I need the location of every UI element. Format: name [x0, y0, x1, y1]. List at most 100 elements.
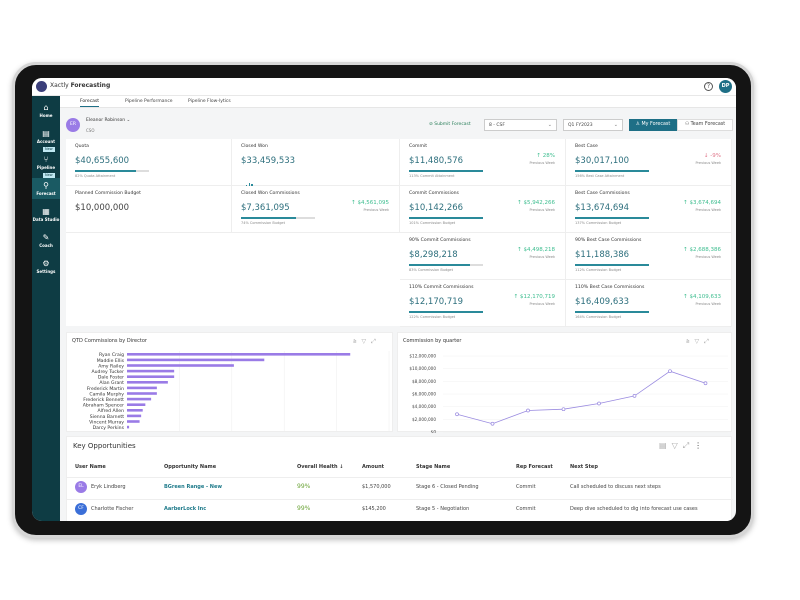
table-toolbar: ▤▽⤢⋮: [659, 441, 707, 451]
cell-stage: Stage 6 - Closed Pending: [416, 484, 479, 490]
y-tick-label: $4,000,000: [412, 404, 436, 409]
user-avatar[interactable]: DP: [719, 80, 732, 93]
metric-value: $30,017,100: [575, 156, 630, 166]
metric-subtext: 112% Commission Budget: [575, 268, 622, 272]
series-line: [456, 370, 706, 425]
data-point[interactable]: [632, 394, 637, 398]
metric-card: 90% Best Case Commissions $11,188,386 112%…: [566, 233, 732, 280]
data-point[interactable]: [490, 421, 495, 426]
sidebar-item-settings[interactable]: ⚙ Settings: [32, 256, 60, 277]
progress-fill: [75, 170, 136, 172]
bar[interactable]: [127, 397, 152, 401]
category-label: Sienna Barnett: [90, 414, 124, 420]
sidebar-item-pipeline[interactable]: New ⑂ Pipeline: [32, 147, 60, 173]
sidebar-item-data-studio[interactable]: ▦ Data Studio: [32, 204, 60, 225]
bar[interactable]: [127, 403, 146, 406]
bar[interactable]: [127, 381, 168, 384]
bar[interactable]: [127, 353, 351, 356]
metric-delta: ↑ $12,170,719: [513, 294, 555, 300]
data-point[interactable]: [668, 369, 672, 374]
progress-bar: [575, 170, 649, 172]
bar[interactable]: [127, 392, 157, 395]
data-point[interactable]: [703, 381, 708, 386]
cell-opportunity[interactable]: BGreen Range - New: [164, 484, 222, 490]
column-header[interactable]: Stage Name: [416, 464, 451, 470]
sidebar-item-home[interactable]: ⌂ Home: [32, 100, 60, 121]
bar[interactable]: [127, 386, 157, 390]
bar[interactable]: [127, 425, 130, 429]
bar[interactable]: [127, 420, 140, 423]
progress-fill: [409, 170, 483, 172]
my-forecast-button[interactable]: ♙ My Forecast: [629, 119, 677, 131]
key-opportunities-title: Key Opportunities: [73, 442, 136, 450]
progress-fill: [409, 264, 471, 266]
tab-pipeline-flow-lytics[interactable]: Pipeline Flow-lytics: [188, 99, 231, 104]
data-point[interactable]: [561, 407, 566, 412]
sidebar-item-forecast[interactable]: New ⚲ Forecast: [32, 173, 60, 199]
user-selector[interactable]: Eleanor Robinson ⌄: [86, 118, 130, 123]
expand-icon[interactable]: ⤢: [682, 441, 695, 450]
table-icon[interactable]: ▤: [659, 441, 672, 450]
line-chart: $12,000,000 $10,000,000 $8,000,000 $6,000,0…: [409, 354, 728, 433]
tab-forecast[interactable]: Forecast: [80, 99, 100, 107]
column-header[interactable]: User Name: [75, 464, 106, 470]
data-point[interactable]: [526, 408, 530, 413]
expand-icon[interactable]: ⤢: [704, 338, 714, 345]
category-label: Abraham Spencer: [83, 403, 124, 409]
progress-bar: [575, 264, 649, 266]
cell-user: Charlotte Fischer: [91, 506, 134, 512]
team-forecast-button[interactable]: ⚇ Team Forecast: [677, 119, 733, 131]
metric-title: Commit: [409, 144, 428, 149]
delta-label: Previous Week: [695, 161, 722, 165]
period-value: Q1 FY2023: [568, 123, 593, 128]
data-point[interactable]: [455, 412, 459, 417]
period-select[interactable]: Q1 FY2023 ⌄: [563, 119, 623, 131]
column-header[interactable]: Overall Health ↓: [297, 464, 344, 470]
metric-title: 90% Commit Commissions: [409, 238, 471, 243]
sidebar-item-coach[interactable]: ✎ Coach: [32, 230, 60, 251]
column-header[interactable]: Next Step: [570, 464, 598, 470]
cell-health: 99%: [297, 505, 311, 512]
cell-next: Call scheduled to discuss next steps: [570, 484, 661, 490]
filter-icon[interactable]: ▽: [694, 338, 705, 345]
user-avatar-er: ER: [66, 118, 80, 132]
metric-value: $10,000,000: [75, 203, 130, 213]
category-label: Frederick Martin: [87, 386, 124, 392]
metric-value: $11,188,386: [575, 250, 630, 260]
bar[interactable]: [127, 414, 142, 418]
metric-delta: ↑ $4,561,095: [351, 200, 389, 206]
delta-label: Previous Week: [695, 208, 722, 212]
progress-fill: [409, 311, 483, 313]
category-select[interactable]: 8 - CSF ⌄: [484, 119, 557, 131]
chart-type-icon[interactable]: ⩭: [353, 338, 362, 345]
bar[interactable]: [127, 375, 175, 378]
sidebar-item-label: Data Studio: [32, 217, 60, 222]
help-icon[interactable]: ?: [704, 82, 713, 91]
progress-fill: [409, 217, 483, 219]
column-header[interactable]: Amount: [362, 464, 385, 470]
tab-pipeline-performance[interactable]: Pipeline Performance: [125, 99, 173, 104]
filter-icon[interactable]: ▽: [361, 338, 372, 345]
bar[interactable]: [127, 358, 265, 362]
bar[interactable]: [127, 364, 234, 367]
chart-type-icon[interactable]: ⩭: [686, 338, 695, 345]
metric-card: Closed Won $33,459,533: [232, 139, 400, 190]
bar[interactable]: [127, 369, 175, 373]
metric-value: $8,298,218: [409, 250, 458, 260]
data-point[interactable]: [597, 401, 601, 406]
cell-opportunity[interactable]: AarberLock Inc: [164, 506, 207, 512]
user-role: CSO: [86, 128, 95, 133]
metric-card: 90% Commit Commissions $8,298,218 83% Comm…: [400, 233, 566, 280]
submit-forecast-button[interactable]: ⊘ Submit Forecast: [429, 122, 471, 127]
column-header[interactable]: Rep Forecast: [516, 464, 553, 470]
metric-title: Closed Won: [241, 144, 268, 149]
bar[interactable]: [127, 409, 143, 412]
commission-by-quarter-panel: Commission by quarter ⩭▽⤢ $12,000,000 $10…: [397, 332, 732, 433]
column-header[interactable]: Opportunity Name: [164, 464, 217, 470]
more-options-icon[interactable]: ⋮: [694, 441, 708, 450]
category-label: Frederick Bennett: [83, 397, 124, 403]
sidebar-item-account[interactable]: ▤ Account: [32, 126, 60, 147]
app-title-name: Forecasting: [70, 82, 111, 89]
filter-icon[interactable]: ▽: [671, 441, 683, 450]
expand-icon[interactable]: ⤢: [371, 338, 381, 345]
